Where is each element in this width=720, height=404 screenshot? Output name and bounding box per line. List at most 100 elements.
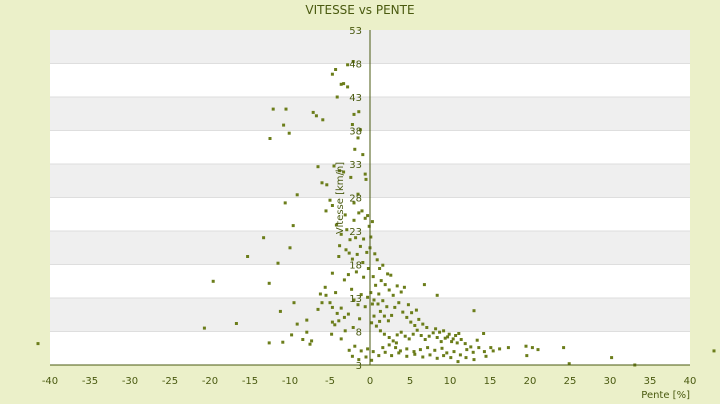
y-tick-label: 18 — [349, 261, 362, 272]
data-point — [381, 346, 385, 350]
data-point — [413, 324, 417, 327]
data-point — [305, 330, 309, 334]
data-point — [346, 312, 350, 316]
data-point — [451, 337, 455, 341]
data-point — [357, 211, 361, 215]
x-tick-label: -15 — [242, 376, 258, 387]
data-point — [455, 341, 459, 345]
data-point — [371, 275, 375, 279]
data-point — [320, 181, 324, 185]
data-point — [350, 287, 354, 291]
data-point — [328, 198, 332, 202]
data-point — [421, 355, 425, 359]
data-point — [524, 344, 528, 348]
data-points — [36, 60, 716, 367]
data-point — [377, 292, 381, 296]
x-tick-label: 35 — [644, 376, 657, 387]
data-point — [374, 283, 378, 287]
data-point — [350, 354, 354, 358]
data-point — [342, 278, 346, 282]
data-point — [330, 204, 334, 207]
data-point — [401, 310, 405, 314]
data-point — [370, 220, 374, 224]
data-point — [443, 336, 447, 340]
x-tick-label: 20 — [524, 376, 537, 387]
data-point — [536, 348, 540, 352]
data-point — [491, 349, 495, 353]
y-tick-label: 8 — [356, 328, 362, 339]
data-point — [397, 351, 401, 355]
data-point — [447, 332, 451, 336]
data-point — [211, 279, 215, 283]
data-point — [387, 336, 391, 339]
data-point — [372, 314, 376, 318]
data-point — [370, 321, 374, 325]
data-point — [330, 332, 334, 336]
data-point — [288, 246, 292, 250]
data-point — [371, 350, 375, 354]
data-point — [410, 311, 414, 315]
data-point — [330, 305, 334, 309]
x-tick-labels: -40 -35 -30 -25 -20 -15 -10 -5 0 5 10 15 20 25 30 35 40 — [42, 376, 697, 387]
data-point — [346, 63, 350, 67]
data-point — [262, 236, 266, 240]
data-point — [489, 346, 493, 350]
data-point — [301, 338, 305, 341]
data-point — [351, 326, 355, 329]
data-point — [358, 244, 362, 248]
data-point — [310, 339, 314, 343]
data-point — [316, 307, 320, 311]
data-point — [445, 351, 449, 355]
data-point — [362, 237, 366, 241]
data-point — [369, 235, 373, 239]
data-point — [449, 356, 453, 360]
data-point — [352, 298, 356, 302]
data-point — [567, 362, 571, 366]
data-point — [427, 334, 431, 338]
data-point — [332, 164, 336, 168]
data-point — [366, 214, 370, 218]
data-point — [342, 315, 346, 319]
data-point — [425, 326, 429, 329]
data-point — [308, 342, 312, 346]
x-axis-label: Pente [%] — [641, 390, 690, 400]
data-point — [484, 354, 488, 358]
data-point — [351, 60, 355, 63]
data-point — [370, 302, 374, 306]
data-point — [712, 349, 716, 353]
x-tick-label: -35 — [82, 376, 98, 387]
data-point — [417, 317, 421, 321]
data-point — [378, 329, 382, 333]
data-point — [506, 346, 510, 350]
data-point — [442, 329, 446, 333]
data-point — [393, 305, 397, 309]
data-point — [342, 170, 346, 174]
data-point — [378, 267, 382, 270]
data-point — [498, 347, 502, 351]
data-point — [381, 263, 385, 267]
data-point — [347, 251, 351, 255]
data-point — [353, 344, 357, 348]
data-point — [291, 224, 295, 228]
data-point — [394, 346, 398, 350]
data-point — [361, 261, 365, 264]
data-point — [281, 340, 285, 344]
data-point — [328, 301, 332, 305]
data-point — [439, 340, 443, 344]
y-tick-label: 13 — [349, 294, 362, 305]
y-tick-label: 28 — [349, 194, 362, 205]
x-tick-label: 5 — [407, 376, 413, 387]
data-point — [359, 349, 363, 353]
data-point — [366, 295, 370, 299]
data-point — [456, 360, 460, 364]
data-point — [463, 342, 467, 346]
data-point — [379, 279, 383, 283]
x-tick-label: -10 — [282, 376, 298, 387]
data-point — [356, 136, 360, 140]
data-point — [36, 342, 40, 346]
data-point — [366, 347, 370, 351]
data-point — [405, 347, 409, 351]
data-point — [357, 358, 361, 362]
data-point — [284, 107, 288, 111]
data-point — [353, 147, 357, 151]
